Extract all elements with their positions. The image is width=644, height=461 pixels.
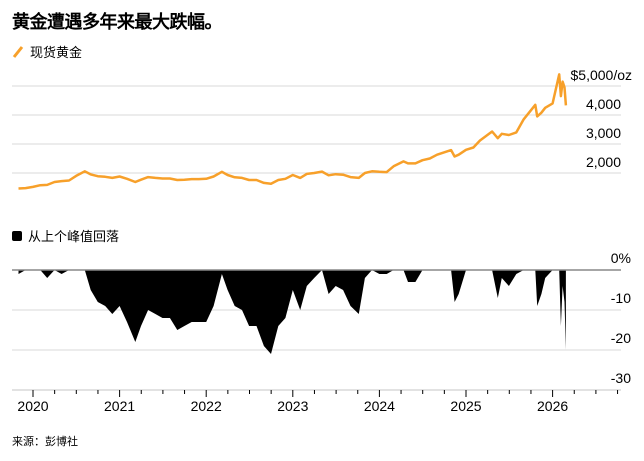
x-tick-label: 2025 [450, 398, 481, 414]
legend-square-icon [12, 230, 22, 241]
source-note: 来源：彭博社 [12, 435, 78, 448]
x-tick-label: 2026 [537, 398, 568, 414]
price-line [18, 73, 568, 190]
y-tick-label: 0% [611, 250, 631, 266]
x-tick-label: 2024 [364, 398, 395, 414]
x-tick-label: 2020 [17, 398, 48, 414]
y-tick-label: -30 [611, 370, 631, 386]
y-tick-label: -20 [611, 330, 631, 346]
y-tick-label: 2,000 [586, 154, 621, 170]
legend-line-icon [12, 45, 24, 58]
legend-price: 现货黄金 [12, 42, 82, 61]
y-tick-label: 3,000 [586, 125, 621, 141]
legend-drawdown: 从上个峰值回落 [12, 226, 119, 245]
legend-label: 现货黄金 [30, 46, 83, 61]
y-tick-label: -10 [611, 290, 631, 306]
x-tick-label: 2023 [277, 398, 308, 414]
drawdown-area [18, 270, 566, 354]
legend-label: 从上个峰值回落 [28, 230, 120, 245]
x-tick-label: 2022 [191, 398, 222, 414]
chart-title: 黄金遭遇多年来最大跌幅。 [12, 12, 223, 33]
x-tick-label: 2021 [104, 398, 135, 414]
y-tick-label: $5,000/oz [571, 67, 633, 83]
y-tick-label: 4,000 [586, 96, 621, 112]
